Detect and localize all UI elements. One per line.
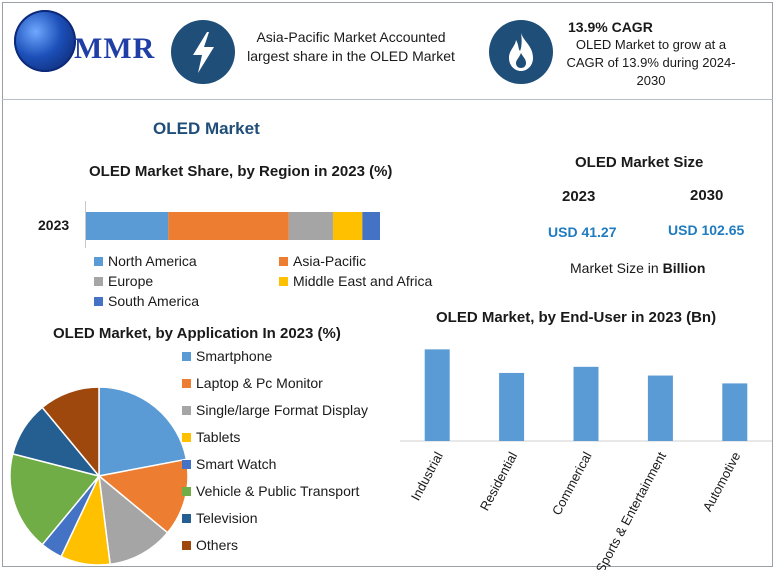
legend-label: Laptop & Pc Monitor: [196, 375, 323, 391]
application-pie-chart: [9, 386, 189, 566]
legend-label: Smart Watch: [196, 456, 277, 472]
legend-label: Middle East and Africa: [293, 273, 433, 289]
market-size-title: OLED Market Size: [575, 154, 704, 171]
legend-swatch: [182, 513, 191, 523]
legend-mea: Middle East and Africa: [279, 273, 432, 289]
globe-logo-icon: [14, 10, 76, 72]
end-user-bar-commerical: [573, 366, 599, 441]
market-size-year-2023: 2023: [562, 188, 596, 205]
x-tick-label: Residential: [477, 449, 520, 513]
legend-swatch: [182, 405, 191, 415]
insight-text: Asia-Pacific Market Accounted largest sh…: [247, 29, 455, 64]
pie-slice-single-large-format-display: [98, 474, 169, 566]
legend-label: North America: [108, 253, 197, 269]
end-user-bar-automotive: [722, 383, 748, 441]
legend-others: Others: [182, 537, 238, 553]
x-tick-label: Sports & Entertainment: [593, 449, 670, 570]
end-user-bar-sports-entertainment: [647, 375, 673, 441]
region-axis: [85, 201, 86, 248]
legend-swatch: [94, 296, 103, 306]
market-size-value-2023: USD 41.27: [548, 224, 617, 240]
region-segment-europe: [288, 212, 333, 240]
legend-label: Tablets: [196, 429, 241, 445]
page-title: OLED Market: [153, 119, 260, 138]
lightning-icon: [171, 20, 235, 84]
region-year-label: 2023: [38, 217, 70, 233]
cagr-text: OLED Market to grow at a CAGR of 13.9% d…: [566, 37, 736, 88]
region-segment-north-america: [86, 212, 169, 240]
application-chart-title: OLED Market, by Application In 2023 (%): [53, 325, 341, 342]
legend-europe: Europe: [94, 273, 153, 289]
legend-asia-pacific: Asia-Pacific: [279, 253, 366, 269]
legend-swatch: [279, 276, 288, 286]
legend-smartphone: Smartphone: [182, 348, 272, 364]
region-segment-asia-pacific: [168, 212, 289, 240]
legend-swatch: [182, 486, 191, 496]
end-user-bar-industrial: [424, 349, 450, 441]
legend-laptop-pc-monitor: Laptop & Pc Monitor: [182, 375, 323, 391]
legend-label: Europe: [108, 273, 154, 289]
legend-smart-watch: Smart Watch: [182, 456, 276, 472]
region-stacked-bar: [86, 212, 380, 240]
legend-tablets: Tablets: [182, 429, 240, 445]
legend-swatch: [182, 351, 191, 361]
legend-swatch: [182, 432, 191, 442]
pie-slice-vehicle-public-transport: [9, 452, 101, 546]
legend-single-large-format-display: Single/large Format Display: [182, 402, 368, 418]
legend-television: Television: [182, 510, 257, 526]
legend-swatch: [182, 540, 191, 550]
region-segment-south-america: [362, 212, 380, 240]
legend-label: South America: [108, 293, 200, 309]
logo-text: MMR: [74, 32, 156, 65]
region-segment-middle-east-and-africa: [332, 212, 363, 240]
x-tick-label: Commerical: [549, 449, 595, 517]
legend-swatch: [94, 276, 103, 286]
legend-label: Television: [196, 510, 258, 526]
x-tick-label: Industrial: [408, 449, 446, 503]
legend-label: Smartphone: [196, 348, 273, 364]
cagr-title: 13.9% CAGR: [568, 19, 653, 35]
market-size-value-2030: USD 102.65: [668, 222, 745, 238]
header-divider: [2, 99, 773, 100]
cagr-block: 13.9% CAGR OLED Market to grow at a CAGR…: [556, 19, 746, 90]
end-user-chart-title: OLED Market, by End-User in 2023 (Bn): [436, 309, 717, 326]
end-user-bar-residential: [499, 372, 525, 441]
flame-icon: [489, 20, 553, 84]
legend-swatch: [182, 459, 191, 469]
pie-slice-smartphone: [98, 386, 188, 477]
market-size-unit-note: Market Size in Billion: [570, 260, 706, 276]
legend-south-america: South America: [94, 293, 199, 309]
legend-swatch: [182, 378, 191, 388]
region-chart-title: OLED Market Share, by Region in 2023 (%): [89, 163, 393, 180]
legend-label: Asia-Pacific: [293, 253, 367, 269]
legend-label: Single/large Format Display: [196, 402, 368, 418]
legend-label: Others: [196, 537, 239, 553]
legend-swatch: [279, 256, 288, 266]
market-size-year-2030: 2030: [690, 187, 724, 204]
x-tick-label: Automotive: [700, 449, 744, 513]
legend-label: Vehicle & Public Transport: [196, 483, 360, 499]
legend-north-america: North America: [94, 253, 197, 269]
pie-slice-others: [41, 386, 100, 479]
legend-swatch: [94, 256, 103, 266]
legend-vehicle-public-transport: Vehicle & Public Transport: [182, 483, 359, 499]
